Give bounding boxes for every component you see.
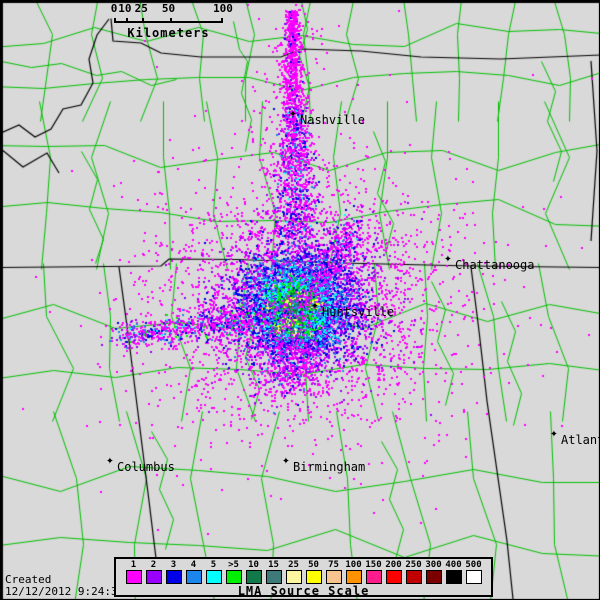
lma-source-density-map[interactable]: [1, 1, 599, 599]
lma-map-application: 0 10 25 50 100 Kilometers ✦ Nashville ✦ Chattan…: [0, 0, 600, 600]
